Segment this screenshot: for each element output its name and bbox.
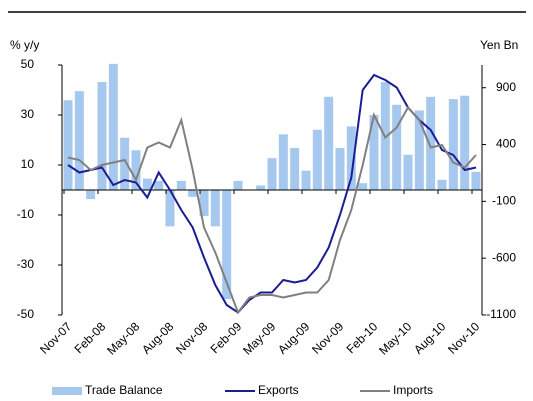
bar <box>324 96 334 190</box>
y2-tick-label: -600 <box>492 250 516 264</box>
bar <box>471 171 481 190</box>
x-tick-label: May-08 <box>104 319 142 357</box>
y-tick-label: 30 <box>21 107 35 121</box>
y-tick-label: -50 <box>17 307 35 321</box>
bar <box>301 170 311 190</box>
legend-label: Imports <box>393 383 433 397</box>
bar <box>358 183 368 190</box>
bar <box>165 190 175 227</box>
bar <box>154 180 164 190</box>
bar <box>142 178 152 190</box>
bar <box>222 190 232 300</box>
bar <box>176 180 186 190</box>
x-tick-label: Feb-10 <box>344 319 381 356</box>
bar <box>210 190 220 227</box>
x-tick-label: Aug-08 <box>139 319 176 356</box>
x-tick-label: Nov-07 <box>37 319 74 356</box>
bar <box>392 104 402 190</box>
bar <box>86 190 96 200</box>
bar <box>131 150 141 190</box>
x-tick-label: Nov-10 <box>445 319 482 356</box>
x-tick-label: May-09 <box>240 319 278 357</box>
legend-label: Exports <box>258 383 299 397</box>
bar <box>426 96 436 190</box>
bar <box>267 158 277 190</box>
y2-axis-label: Yen Bn <box>480 38 518 52</box>
line <box>67 73 477 314</box>
legend-label: Trade Balance <box>85 383 163 397</box>
y2-tick-label: -1100 <box>486 307 516 321</box>
x-tick-label: May-10 <box>376 319 414 357</box>
bar <box>460 95 470 190</box>
y-tick-label: -30 <box>17 257 35 271</box>
bar <box>97 82 107 190</box>
bar <box>108 63 118 191</box>
bar <box>74 91 84 190</box>
bar <box>346 126 356 190</box>
bar <box>63 100 73 190</box>
x-tick-label: Aug-10 <box>411 319 448 356</box>
bar <box>120 137 130 190</box>
y-axis-label: % y/y <box>10 38 39 52</box>
bar <box>290 147 300 190</box>
y-tick-label: -10 <box>17 207 35 221</box>
bar <box>335 147 345 190</box>
bar <box>199 190 209 217</box>
bar <box>233 180 243 190</box>
bar <box>278 134 288 190</box>
y2-tick-label: 400 <box>496 137 516 151</box>
x-tick-label: Feb-09 <box>208 319 245 356</box>
bar <box>414 110 424 190</box>
bar <box>312 129 322 190</box>
line <box>67 105 477 315</box>
y-tick-label: 10 <box>21 157 35 171</box>
legend-swatch <box>52 387 82 395</box>
y2-tick-label: -100 <box>492 194 516 208</box>
x-tick-label: Feb-08 <box>72 319 109 356</box>
bar <box>403 154 413 190</box>
bar <box>448 99 458 190</box>
bar <box>256 185 266 190</box>
bar <box>188 190 198 197</box>
bar <box>437 179 447 190</box>
y-tick-label: 50 <box>21 57 35 71</box>
x-tick-label: Nov-09 <box>309 319 346 356</box>
x-tick-label: Aug-09 <box>275 319 312 356</box>
bar <box>369 115 379 190</box>
y2-tick-label: 900 <box>496 80 516 94</box>
x-tick-label: Nov-08 <box>173 319 210 356</box>
